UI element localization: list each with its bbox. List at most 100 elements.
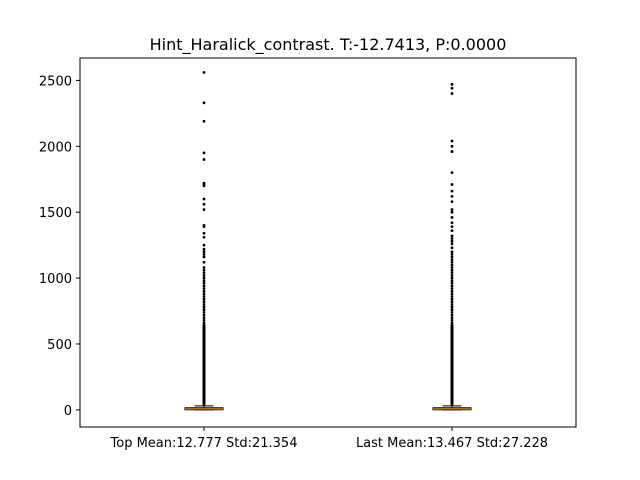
y-tick-label-3: 1500 <box>39 206 72 221</box>
flier-point <box>450 86 454 90</box>
chart-title: Hint_Haralick_contrast. T:-12.7413, P:0.… <box>150 35 507 55</box>
flier-point <box>202 260 206 264</box>
flier-point <box>450 246 454 250</box>
flier-point <box>450 308 454 312</box>
flier-point <box>202 225 206 229</box>
flier-point <box>202 316 206 320</box>
flier-point <box>202 235 206 239</box>
flier-point <box>450 171 454 175</box>
flier-point <box>202 303 206 306</box>
flier-point <box>450 92 454 95</box>
flier-point <box>202 119 206 123</box>
flier-point <box>450 183 454 186</box>
flier-point <box>202 243 206 247</box>
flier-point <box>450 303 454 306</box>
flier-point <box>202 281 206 285</box>
flier-point <box>450 281 454 285</box>
flier-point <box>450 237 454 240</box>
flier-point <box>450 210 454 214</box>
y-tick-label-5: 2500 <box>39 74 72 89</box>
box-group-0 <box>184 71 224 411</box>
x-tick-label-1: Last Mean:13.467 Std:27.228 <box>356 436 548 451</box>
flier-point <box>202 289 206 293</box>
flier-point <box>450 292 454 296</box>
y-tick-label-1: 500 <box>47 338 72 353</box>
flier-point <box>450 268 454 272</box>
flier-point <box>450 242 454 246</box>
flier-point <box>450 150 454 153</box>
flier-point <box>202 295 206 298</box>
flier-point <box>450 271 454 275</box>
flier-point <box>450 297 454 301</box>
flier-point <box>450 295 454 298</box>
flier-point <box>202 271 206 275</box>
flier-point <box>450 321 454 325</box>
flier-point <box>450 225 454 229</box>
flier-point <box>450 239 454 243</box>
flier-point <box>450 250 454 254</box>
flier-point <box>202 284 206 288</box>
flier-point <box>202 71 206 74</box>
box-group-1 <box>432 82 472 411</box>
flier-point <box>450 289 454 293</box>
flier-point <box>202 308 206 312</box>
flier-point <box>450 266 454 269</box>
flier-point <box>450 276 454 280</box>
flier-point <box>202 292 206 296</box>
flier-point <box>450 252 454 256</box>
x-axis: Top Mean:12.777 Std:21.354 Last Mean:13.4… <box>110 427 548 451</box>
flier-point <box>450 139 454 143</box>
flier-point <box>202 250 206 254</box>
flier-point <box>450 313 454 317</box>
flier-point <box>202 101 206 105</box>
flier-point <box>450 287 454 291</box>
y-axis: 0 500 1000 1500 2000 2500 <box>39 74 80 419</box>
flier-point <box>450 316 454 320</box>
flier-point <box>202 151 206 155</box>
flier-point <box>202 318 206 322</box>
flier-point <box>450 274 454 277</box>
flier-point <box>202 310 206 314</box>
flier-point <box>202 300 206 304</box>
flier-point <box>202 287 206 291</box>
flier-point <box>450 263 454 267</box>
flier-point <box>202 274 206 277</box>
flier-point <box>450 305 454 309</box>
flier-point <box>202 197 206 201</box>
flier-point <box>450 189 454 193</box>
flier-point <box>202 276 206 280</box>
flier-point <box>202 231 206 235</box>
flier-point <box>202 297 206 301</box>
flier-point <box>450 279 454 283</box>
flier-point <box>202 313 206 317</box>
flier-point <box>202 266 206 269</box>
flier-point <box>202 202 206 206</box>
flier-point <box>450 255 454 259</box>
y-tick-label-4: 2000 <box>39 140 72 155</box>
axes-frame <box>79 57 577 428</box>
flier-point <box>450 221 454 225</box>
flier-point <box>450 284 454 288</box>
flier-point <box>202 247 206 251</box>
flier-point <box>450 200 454 204</box>
flier-point <box>450 208 454 211</box>
flier-point <box>450 258 454 262</box>
flier-point <box>202 321 206 325</box>
flier-point <box>450 144 454 148</box>
flier-point <box>450 229 454 233</box>
flier-point <box>450 300 454 304</box>
flier-point <box>202 252 206 256</box>
flier-point <box>450 82 454 86</box>
flier-point <box>450 234 454 238</box>
x-tick-label-0: Top Mean:12.777 Std:21.354 <box>110 436 298 451</box>
flier-point <box>202 208 206 211</box>
flier-point <box>450 194 454 198</box>
flier-point <box>202 255 206 259</box>
flier-point <box>202 279 206 283</box>
flier-point <box>202 268 206 272</box>
y-tick-label-0: 0 <box>64 404 72 419</box>
flier-point <box>202 158 206 161</box>
y-tick-label-2: 1000 <box>39 272 72 287</box>
flier-point <box>450 260 454 264</box>
